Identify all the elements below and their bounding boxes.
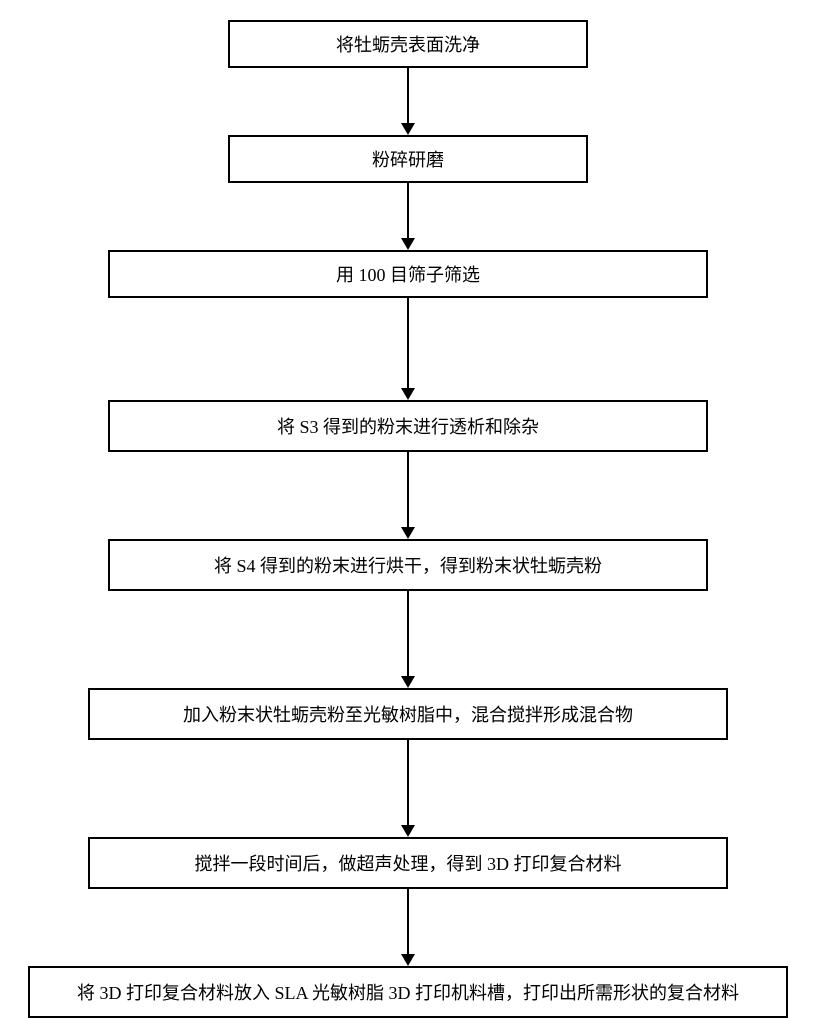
step-box-6: 加入粉末状牡蛎壳粉至光敏树脂中，混合搅拌形成混合物 xyxy=(88,688,728,740)
arrow-7 xyxy=(401,889,415,966)
step-box-8: 将 3D 打印复合材料放入 SLA 光敏树脂 3D 打印机料槽，打印出所需形状的… xyxy=(28,966,788,1018)
step-box-5: 将 S4 得到的粉末进行烘干，得到粉末状牡蛎壳粉 xyxy=(108,539,708,591)
arrow-6 xyxy=(401,740,415,837)
step-label: 粉碎研磨 xyxy=(372,146,444,172)
arrow-line xyxy=(407,298,409,388)
step-label: 将 S3 得到的粉末进行透析和除杂 xyxy=(277,413,539,439)
arrow-3 xyxy=(401,298,415,400)
arrow-head-icon xyxy=(401,527,415,539)
arrow-2 xyxy=(401,183,415,250)
arrow-head-icon xyxy=(401,123,415,135)
step-label: 搅拌一段时间后，做超声处理，得到 3D 打印复合材料 xyxy=(195,850,622,876)
arrow-line xyxy=(407,68,409,123)
arrow-line xyxy=(407,591,409,676)
arrow-head-icon xyxy=(401,388,415,400)
flowchart-container: 将牡蛎壳表面洗净 粉碎研磨 用 100 目筛子筛选 将 S3 得到的粉末进行透析… xyxy=(0,20,816,1018)
step-box-3: 用 100 目筛子筛选 xyxy=(108,250,708,298)
arrow-4 xyxy=(401,452,415,539)
arrow-head-icon xyxy=(401,238,415,250)
arrow-head-icon xyxy=(401,825,415,837)
arrow-5 xyxy=(401,591,415,688)
step-box-1: 将牡蛎壳表面洗净 xyxy=(228,20,588,68)
arrow-head-icon xyxy=(401,676,415,688)
step-box-4: 将 S3 得到的粉末进行透析和除杂 xyxy=(108,400,708,452)
step-label: 加入粉末状牡蛎壳粉至光敏树脂中，混合搅拌形成混合物 xyxy=(183,701,633,727)
step-label: 用 100 目筛子筛选 xyxy=(336,261,480,287)
step-box-2: 粉碎研磨 xyxy=(228,135,588,183)
arrow-head-icon xyxy=(401,954,415,966)
step-label: 将 3D 打印复合材料放入 SLA 光敏树脂 3D 打印机料槽，打印出所需形状的… xyxy=(77,979,739,1005)
arrow-line xyxy=(407,452,409,527)
step-label: 将 S4 得到的粉末进行烘干，得到粉末状牡蛎壳粉 xyxy=(214,552,602,578)
arrow-1 xyxy=(401,68,415,135)
step-box-7: 搅拌一段时间后，做超声处理，得到 3D 打印复合材料 xyxy=(88,837,728,889)
arrow-line xyxy=(407,183,409,238)
step-label: 将牡蛎壳表面洗净 xyxy=(336,31,480,57)
arrow-line xyxy=(407,889,409,954)
arrow-line xyxy=(407,740,409,825)
